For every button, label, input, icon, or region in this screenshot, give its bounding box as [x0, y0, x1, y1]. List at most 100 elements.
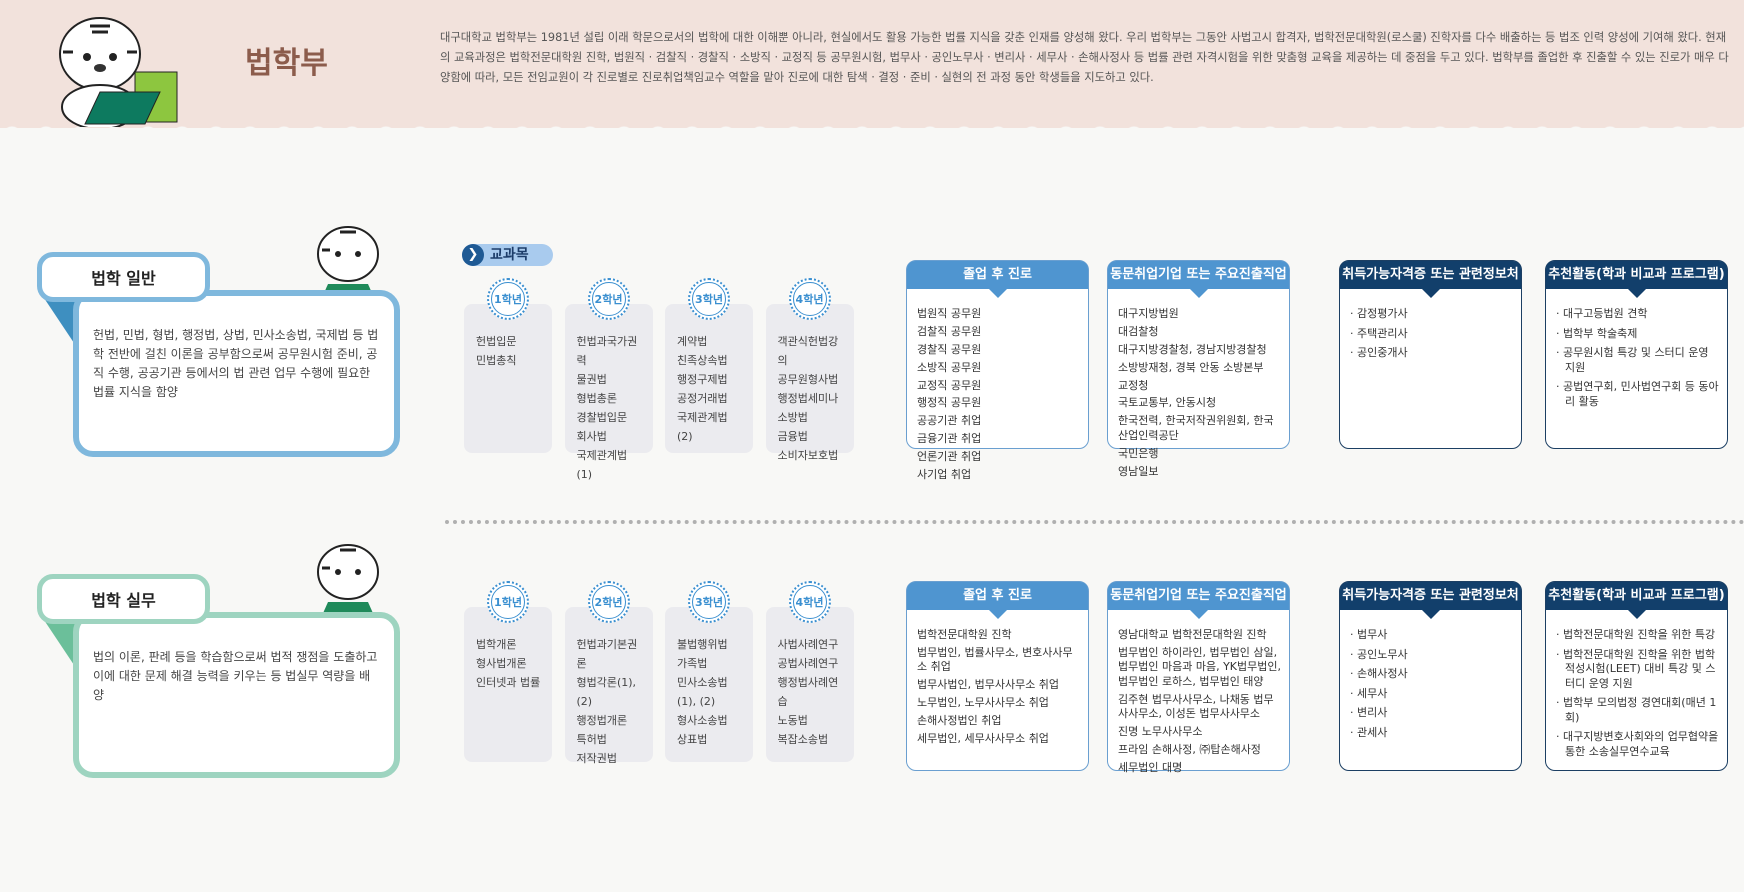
card-header: 동문취업기업 또는 주요진출직업 — [1108, 261, 1289, 298]
course-item: 객관식헌법강의 — [777, 335, 839, 367]
card-list-item: 대구지방법원 — [1118, 307, 1179, 320]
card-list-item: · 대구지방변호사회와의 업무협약을 통한 소송실무연수교육 — [1556, 730, 1719, 758]
grade-label: 2학년 — [591, 585, 626, 619]
card-list-item: · 법학부 모의법정 경연대회(매년 1회) — [1556, 696, 1717, 724]
card-list-item: 국토교통부, 안동시청 — [1118, 396, 1217, 410]
card-list-item: 행정직 공무원 — [917, 396, 982, 410]
card-list-item: 대검찰청 — [1118, 324, 1159, 338]
card-list-item: · 감정평가사 — [1350, 307, 1408, 320]
grade-column: 2학년 헌법과국가권력 물권법 형법총론 경찰법입문 회사법 국제관계법(1) — [564, 278, 653, 481]
card-list-item: 영남일보 — [1118, 464, 1159, 478]
grade-badge: 1학년 — [487, 278, 529, 320]
card-list-item: · 법무사 — [1350, 628, 1388, 641]
card-list-item: · 법학부 학술축제 — [1556, 326, 1638, 340]
tiger-mascot-icon — [317, 544, 379, 620]
card-list-item: · 공인중개사 — [1350, 346, 1408, 359]
course-item: 형법총론 — [576, 392, 617, 405]
section-description: 헌법, 민법, 형법, 행정법, 상법, 민사소송법, 국제법 등 법학 전반에… — [93, 328, 379, 399]
info-card: 졸업 후 진로 법원직 공무원 검찰직 공무원 경찰직 공무원 소방직 공무원 교정직 공… — [906, 260, 1089, 481]
grade-label: 4학년 — [792, 585, 827, 619]
course-item: 친족상속법 — [677, 354, 728, 367]
card-list-item: 경찰직 공무원 — [917, 342, 982, 356]
course-item: 공무원형사법 — [777, 373, 839, 386]
course-item: 헌법입문 — [476, 335, 517, 348]
course-item: 상표법 — [677, 733, 708, 746]
scalloped-edge — [0, 120, 1744, 136]
card-list-item: 언론기관 취업 — [917, 450, 982, 464]
card-header: 동문취업기업 또는 주요진출직업 — [1108, 582, 1289, 619]
course-item: 행정법세미나 — [777, 392, 839, 405]
section-title: 법학 실무 — [37, 574, 210, 624]
card-header: 취득가능자격증 또는 관련정보처 — [1340, 261, 1521, 298]
card-list-item: · 관세사 — [1350, 725, 1388, 739]
course-item: 공정거래법 — [677, 392, 728, 405]
card-list-item: 진명 노무사사무소 — [1118, 725, 1203, 739]
card-list-item: · 손해사정사 — [1350, 667, 1408, 680]
course-item: 공법사례연구 — [777, 657, 839, 670]
grade-badge: 1학년 — [487, 581, 529, 623]
grade-badge: 4학년 — [788, 581, 831, 623]
course-item: 형사법개론 — [476, 657, 527, 670]
card-list-item: 한국전력, 한국저작권위원회, 한국산업인력공단 — [1118, 414, 1274, 442]
card-list-item: · 공법연구회, 민사법연구회 등 동아리 활동 — [1556, 380, 1719, 408]
course-item: 민법총칙 — [476, 354, 517, 367]
course-item: 노동법 — [777, 714, 808, 727]
grade-label: 1학년 — [491, 585, 525, 619]
section-description: 법의 이론, 판례 등을 학습함으로써 법적 쟁점을 도출하고 이에 대한 문제… — [93, 650, 378, 702]
course-item: 소비자보호법 — [777, 449, 839, 462]
course-item: 국제관계법(1) — [576, 449, 628, 481]
course-item: 가족법 — [677, 657, 708, 670]
info-card: 동문취업기업 또는 주요진출직업 대구지방법원 대검찰청 대구지방경찰청, 경남지방경… — [1107, 260, 1290, 478]
card-list-item: 소방직 공무원 — [917, 360, 982, 374]
card-list-item: 김주현 법무사사무소, 나채동 법무사사무소, 이성돈 법무사사무소 — [1118, 692, 1274, 721]
card-list-item: · 세무사 — [1350, 686, 1388, 700]
header-banner — [0, 0, 1744, 128]
card-header: 졸업 후 진로 — [907, 261, 1088, 298]
course-item: 불법행위법 — [677, 638, 728, 651]
section-title-text: 법학 일반 — [91, 269, 156, 288]
course-item: 법학개론 — [476, 638, 517, 651]
card-list-item: 소방방재청, 경북 안동 소방본부 — [1118, 360, 1264, 374]
grade-label: 3학년 — [692, 282, 726, 316]
course-item: 형사소송법 — [677, 714, 728, 727]
grade-column: 4학년 객관식헌법강의 공무원형사법 행정법세미나 소방법 금융법 소비자보호법 — [765, 278, 854, 462]
subjects-label: ❯ 교과목 — [462, 244, 553, 266]
grade-column: 2학년 헌법과기본권론 형법각론(1), (2) 행정법개론 특허법 저작권법 — [564, 581, 653, 765]
card-header: 추천활동(학과 비교과 프로그램) — [1546, 582, 1727, 619]
course-item: 인터넷과 법률 — [476, 676, 541, 689]
card-list-item: 영남대학교 법학전문대학원 진학 — [1118, 628, 1267, 641]
info-card: 추천활동(학과 비교과 프로그램) · 법학전문대학원 진학을 위한 특강 · 법학… — [1545, 581, 1728, 771]
course-item: 행정법사례연습 — [777, 676, 839, 708]
card-list-item: · 대구고등법원 견학 — [1556, 307, 1648, 320]
grade-badge: 3학년 — [688, 278, 730, 320]
card-list-item: 사기업 취업 — [917, 468, 972, 482]
card-list-item: 교정청 — [1118, 378, 1149, 392]
grade-badge: 3학년 — [688, 581, 730, 623]
info-card: 추천활동(학과 비교과 프로그램) · 대구고등법원 견학 · 법학부 학술축제 · … — [1545, 260, 1728, 449]
card-list-item: 검찰직 공무원 — [917, 324, 982, 338]
section-description-box: 헌법, 민법, 형법, 행정법, 상법, 민사소송법, 국제법 등 법학 전반에… — [73, 290, 400, 457]
card-list-item: 금융기관 취업 — [917, 432, 982, 446]
section-divider — [445, 520, 1744, 524]
card-list-item: 법학전문대학원 진학 — [917, 628, 1012, 641]
info-card: 취득가능자격증 또는 관련정보처 · 감정평가사 · 주택관리사 · 공인중개사 — [1339, 260, 1522, 449]
grade-label: 3학년 — [692, 585, 726, 619]
card-list-item: · 공인노무사 — [1350, 647, 1408, 661]
card-list-item: 법원직 공무원 — [917, 307, 982, 320]
course-item: 경찰법입문 — [576, 411, 628, 424]
grade-label: 4학년 — [792, 282, 827, 316]
course-item: 물권법 — [576, 373, 607, 386]
course-item: 헌법과기본권론 — [576, 638, 638, 670]
course-item: 저작권법 — [576, 752, 617, 765]
card-list-item: 법무사법인, 법무사사무소 취업 — [917, 678, 1060, 692]
card-list-item: · 법학전문대학원 진학을 위한 법학적성시험(LEET) 대비 특강 및 스터… — [1556, 647, 1716, 690]
course-item: 특허법 — [576, 733, 607, 746]
grade-label: 2학년 — [591, 282, 626, 316]
course-item: 계약법 — [677, 335, 708, 348]
card-list-item: 프라임 손해사정, ㈜탑손해사정 — [1118, 743, 1261, 757]
course-item: 민사소송법(1), (2) — [677, 676, 728, 708]
card-list-item: 손해사정법인 취업 — [917, 714, 1002, 728]
card-list-item: · 변리사 — [1350, 706, 1388, 719]
course-item: 국제관계법(2) — [677, 411, 728, 443]
